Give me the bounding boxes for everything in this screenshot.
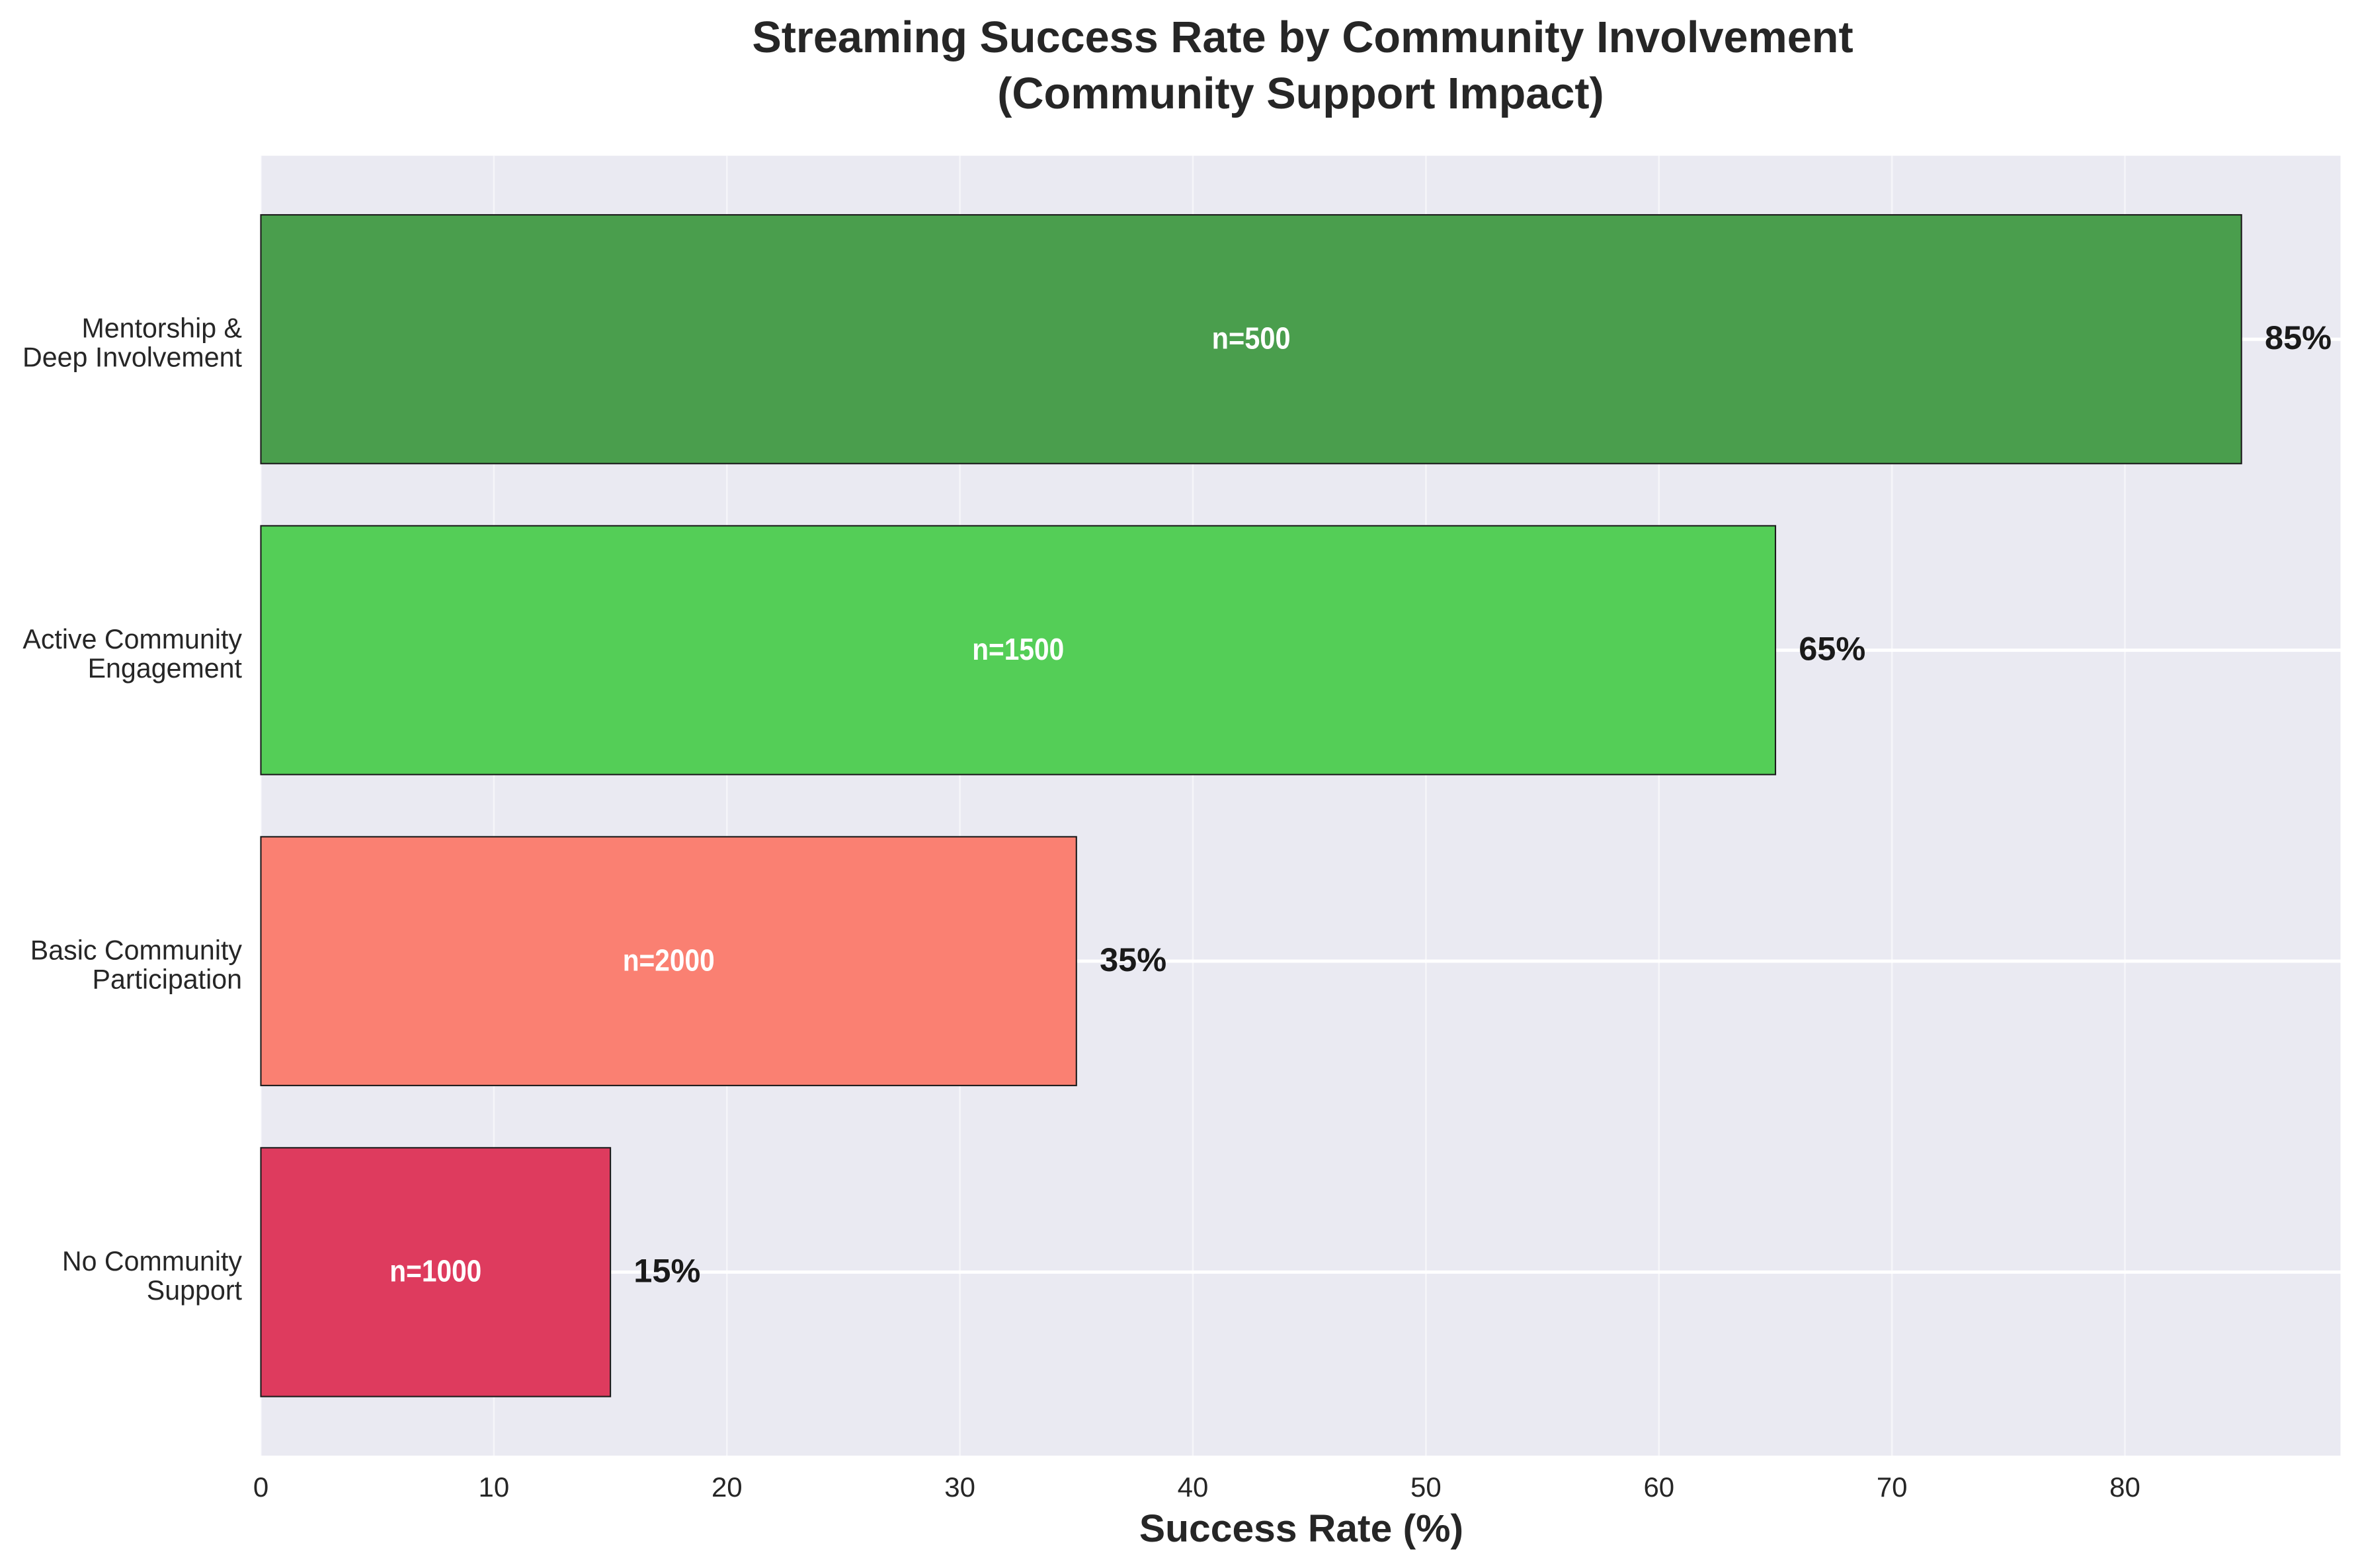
svg-text:Mentorship &: Mentorship & [82,313,243,344]
svg-text:35%: 35% [1100,941,1166,978]
svg-text:60: 60 [1643,1471,1674,1503]
svg-text:(Community Support Impact): (Community Support Impact) [997,69,1604,118]
svg-text:Active Community: Active Community [22,623,242,654]
svg-text:n=2000: n=2000 [623,943,715,977]
svg-text:Success Rate (%): Success Rate (%) [1139,1507,1463,1550]
svg-text:Basic Community: Basic Community [30,935,242,966]
svg-text:n=1000: n=1000 [389,1254,481,1288]
svg-text:n=1500: n=1500 [972,632,1064,666]
svg-text:85%: 85% [2265,319,2332,356]
svg-text:Deep Involvement: Deep Involvement [22,342,242,373]
svg-text:50: 50 [1410,1471,1442,1503]
svg-text:Participation: Participation [93,964,243,995]
svg-text:Engagement: Engagement [88,652,243,684]
svg-text:Streaming Success Rate by Comm: Streaming Success Rate by Community Invo… [752,13,1853,62]
svg-text:0: 0 [253,1471,268,1503]
svg-text:n=500: n=500 [1212,321,1291,356]
svg-text:80: 80 [2109,1471,2140,1503]
svg-text:20: 20 [712,1471,743,1503]
svg-text:No Community: No Community [62,1245,242,1276]
svg-text:15%: 15% [633,1251,700,1289]
svg-text:30: 30 [944,1471,975,1503]
svg-text:Support: Support [147,1274,243,1306]
svg-text:10: 10 [479,1471,510,1503]
svg-text:40: 40 [1178,1471,1209,1503]
svg-text:65%: 65% [1799,630,1865,668]
svg-text:70: 70 [1877,1471,1908,1503]
